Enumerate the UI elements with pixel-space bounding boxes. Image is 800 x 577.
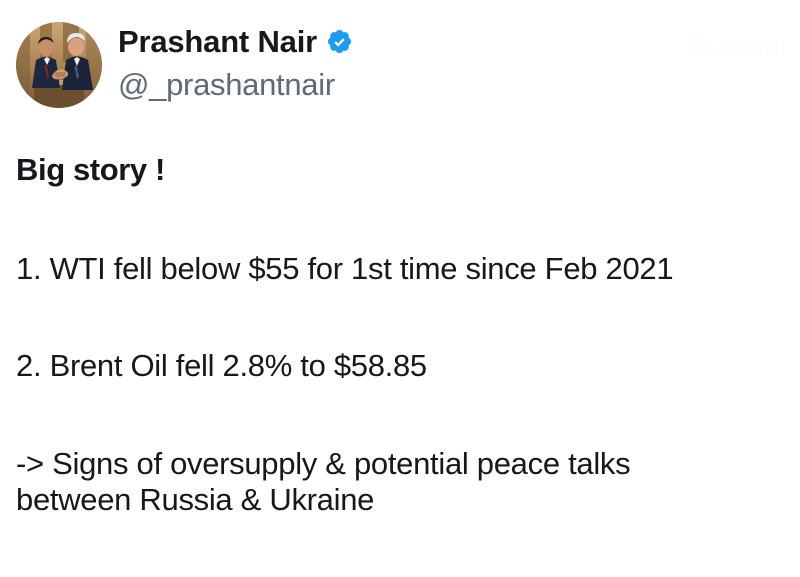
list-item: 2. Brent Oil fell 2.8% to $58.85 <box>16 348 427 384</box>
headline-text: Big story ! <box>16 152 165 187</box>
author-name-row: Prashant Nair <box>118 20 353 62</box>
tweet-header: Prashant Nair @_prashantnair <box>16 18 353 108</box>
avatar[interactable] <box>16 22 102 108</box>
spacer <box>16 287 786 348</box>
spacer <box>16 385 786 446</box>
author-handle[interactable]: @_prashantnair <box>118 67 335 102</box>
tweet-body: Big story ! 1. WTI fell below $55 for 1s… <box>16 152 786 519</box>
author-identity: Prashant Nair @_prashantnair <box>118 18 353 100</box>
conclusion-line-2: between Russia & Ukraine <box>16 482 375 518</box>
conclusion-line-1: -> Signs of oversupply & potential peace… <box>16 445 631 481</box>
spacer <box>16 189 786 251</box>
watermark: 9.com <box>690 30 782 63</box>
list-item: 1. WTI fell below $55 for 1st time since… <box>16 250 674 286</box>
verified-badge-icon <box>327 29 352 53</box>
display-name[interactable]: Prashant Nair <box>118 23 317 59</box>
